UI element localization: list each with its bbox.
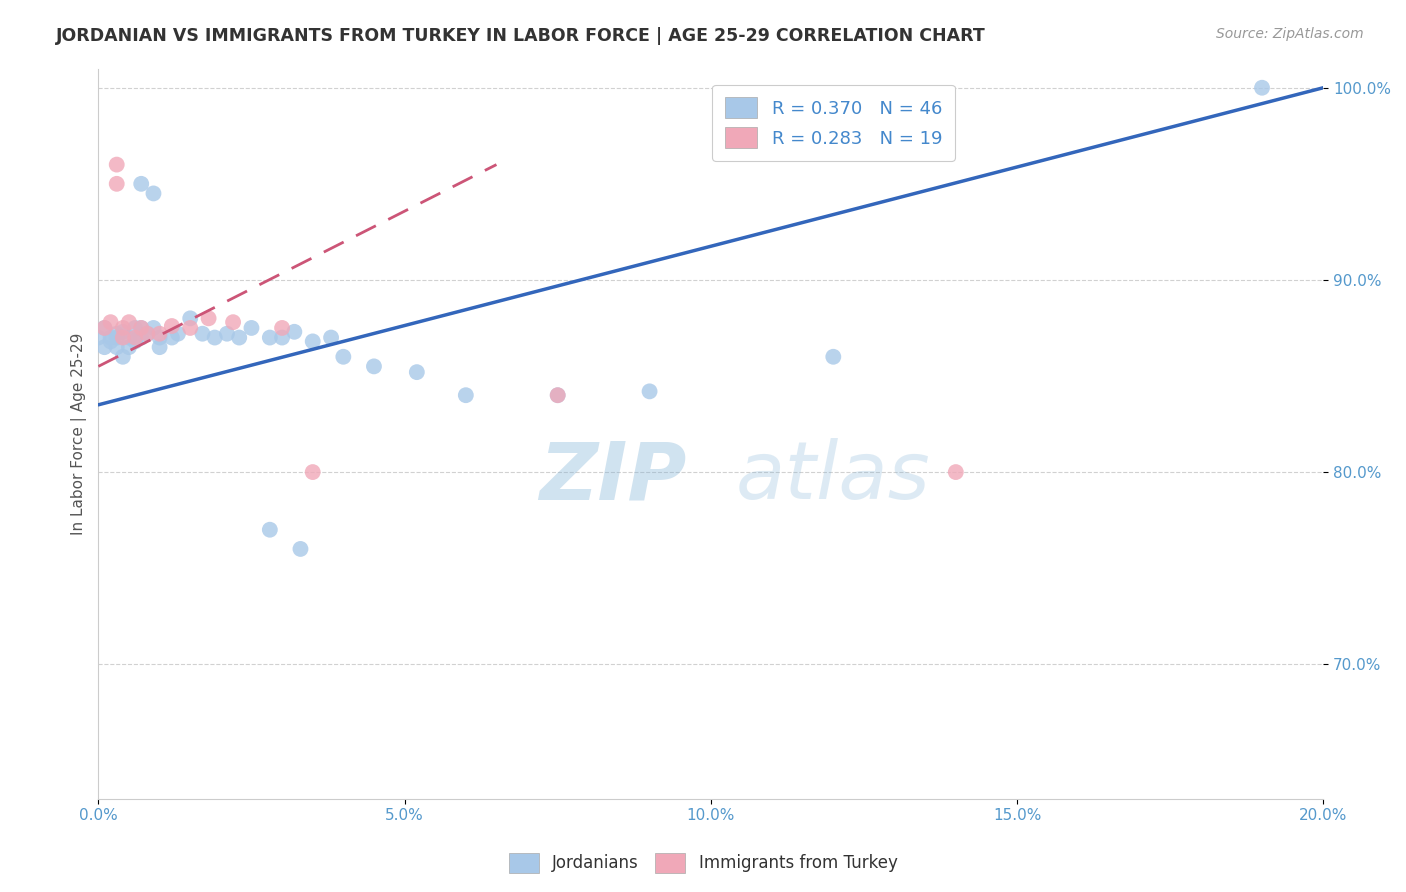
Point [259,330,281,344]
Point [105,340,128,354]
Point [405,365,427,379]
Point [259,523,281,537]
Point [105,330,128,344]
Point [129,177,152,191]
Point [118,315,141,329]
Point [105,158,128,172]
Point [240,321,263,335]
Point [1251,80,1274,95]
Point [149,330,172,344]
Point [197,311,219,326]
Point [179,311,201,326]
Point [191,326,214,341]
Point [111,325,134,339]
Point [454,388,477,402]
Point [93,321,115,335]
Point [124,330,146,344]
Point [118,330,141,344]
Point [111,321,134,335]
Point [105,177,128,191]
Point [179,321,201,335]
Point [93,340,115,354]
Point [149,340,172,354]
Point [129,330,152,344]
Point [363,359,385,374]
Point [945,465,967,479]
Point [167,326,190,341]
Point [149,326,172,341]
Point [93,321,115,335]
Point [222,315,245,329]
Point [105,326,128,341]
Point [271,330,294,344]
Point [204,330,226,344]
Point [111,330,134,344]
Point [290,541,312,556]
Point [100,334,122,349]
Legend: R = 0.370   N = 46, R = 0.283   N = 19: R = 0.370 N = 46, R = 0.283 N = 19 [711,85,955,161]
Legend: Jordanians, Immigrants from Turkey: Jordanians, Immigrants from Turkey [502,847,904,880]
Point [124,321,146,335]
Point [100,315,122,329]
Point [547,388,569,402]
Text: atlas: atlas [735,439,929,516]
Point [301,465,323,479]
Point [228,330,250,344]
Point [136,326,159,341]
Text: JORDANIAN VS IMMIGRANTS FROM TURKEY IN LABOR FORCE | AGE 25-29 CORRELATION CHART: JORDANIAN VS IMMIGRANTS FROM TURKEY IN L… [56,27,986,45]
Point [142,321,165,335]
Y-axis label: In Labor Force | Age 25-29: In Labor Force | Age 25-29 [72,333,87,535]
Point [87,330,110,344]
Point [547,388,569,402]
Text: Source: ZipAtlas.com: Source: ZipAtlas.com [1216,27,1364,41]
Point [160,318,183,333]
Point [332,350,354,364]
Text: ZIP: ZIP [538,439,686,516]
Point [823,350,845,364]
Point [142,186,165,201]
Point [638,384,661,399]
Point [160,330,183,344]
Point [118,340,141,354]
Point [319,330,342,344]
Point [129,321,152,335]
Point [271,321,294,335]
Point [100,330,122,344]
Point [136,326,159,341]
Point [215,326,238,341]
Point [124,334,146,349]
Point [283,325,305,339]
Point [111,350,134,364]
Point [129,321,152,335]
Point [301,334,323,349]
